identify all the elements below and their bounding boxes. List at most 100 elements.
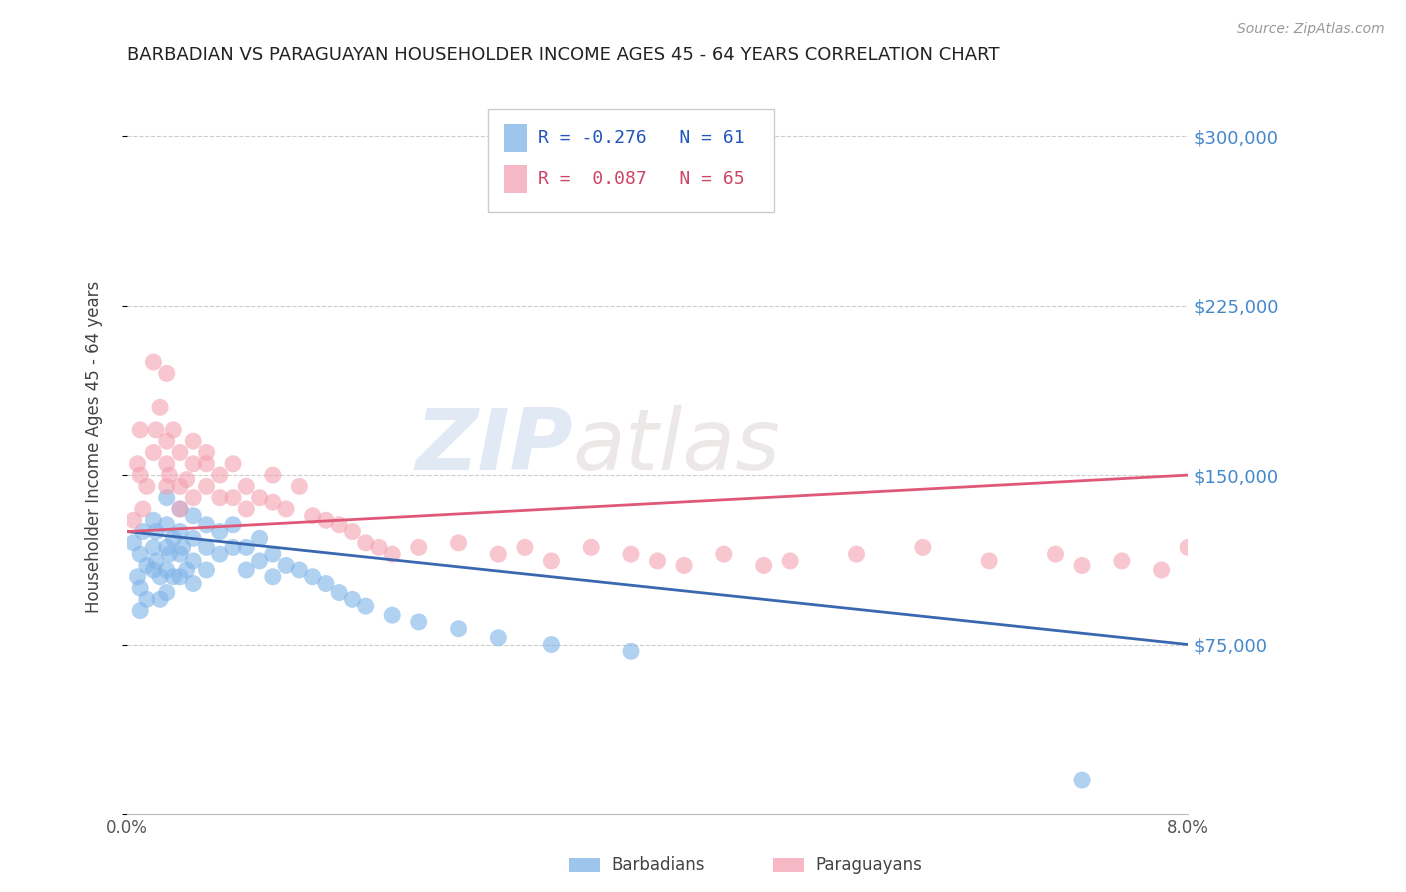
Point [142, 355, 165, 369]
Point [262, 495, 284, 509]
Point [342, 592, 364, 607]
Point [156, 434, 179, 449]
Point [156, 517, 179, 532]
Point [274, 502, 297, 516]
Point [195, 517, 218, 532]
Point [288, 479, 311, 493]
Point [249, 554, 271, 568]
Point [752, 558, 775, 573]
Point [620, 547, 643, 561]
Point [149, 592, 172, 607]
Point [222, 457, 245, 471]
Point [647, 554, 669, 568]
Text: BARBADIAN VS PARAGUAYAN HOUSEHOLDER INCOME AGES 45 - 64 YEARS CORRELATION CHART: BARBADIAN VS PARAGUAYAN HOUSEHOLDER INCO… [127, 46, 1000, 64]
Point [181, 508, 204, 523]
Point [274, 558, 297, 573]
Point [181, 576, 204, 591]
Point [540, 554, 562, 568]
Point [129, 604, 152, 618]
Point [156, 479, 179, 493]
Point [169, 524, 191, 539]
Text: R =  0.087   N = 65: R = 0.087 N = 65 [537, 169, 744, 188]
FancyBboxPatch shape [503, 165, 527, 193]
Point [1045, 547, 1067, 561]
Point [447, 622, 470, 636]
Point [149, 401, 172, 415]
Point [1204, 524, 1226, 539]
Point [195, 541, 218, 555]
Point [673, 558, 696, 573]
Point [195, 457, 218, 471]
Point [172, 541, 194, 555]
Point [156, 585, 179, 599]
Point [142, 563, 165, 577]
Point [408, 615, 430, 629]
Point [208, 491, 231, 505]
Point [1177, 541, 1199, 555]
Point [156, 541, 179, 555]
Point [208, 468, 231, 483]
Text: ZIP: ZIP [415, 405, 572, 488]
Text: R = -0.276   N = 61: R = -0.276 N = 61 [537, 129, 744, 147]
Point [195, 445, 218, 459]
Point [176, 563, 198, 577]
Point [142, 513, 165, 527]
Text: Barbadians: Barbadians [612, 856, 706, 874]
Point [156, 491, 179, 505]
Point [142, 445, 165, 459]
Point [156, 563, 179, 577]
Point [249, 532, 271, 546]
Point [181, 434, 204, 449]
Point [157, 547, 180, 561]
Point [979, 554, 1001, 568]
Point [1111, 554, 1133, 568]
Point [262, 547, 284, 561]
Point [381, 547, 404, 561]
Point [135, 479, 157, 493]
Point [354, 536, 377, 550]
Point [156, 457, 179, 471]
Point [620, 644, 643, 658]
Point [779, 554, 801, 568]
Point [911, 541, 934, 555]
Point [222, 491, 245, 505]
Point [579, 541, 602, 555]
Point [145, 554, 167, 568]
Point [208, 547, 231, 561]
Point [262, 468, 284, 483]
Point [288, 563, 311, 577]
Point [162, 423, 184, 437]
Point [513, 541, 536, 555]
Point [169, 547, 191, 561]
Point [328, 517, 350, 532]
Point [129, 581, 152, 595]
Text: Paraguayans: Paraguayans [815, 856, 922, 874]
Point [1071, 558, 1094, 573]
Point [122, 536, 145, 550]
Point [222, 517, 245, 532]
FancyBboxPatch shape [503, 125, 527, 153]
Point [169, 479, 191, 493]
Point [157, 468, 180, 483]
Point [235, 541, 257, 555]
Point [176, 473, 198, 487]
Point [540, 638, 562, 652]
Point [132, 524, 155, 539]
Point [195, 479, 218, 493]
Point [486, 547, 509, 561]
Point [845, 547, 868, 561]
Point [315, 576, 337, 591]
FancyBboxPatch shape [488, 109, 775, 211]
Point [122, 513, 145, 527]
Point [142, 541, 165, 555]
Point [127, 457, 149, 471]
Point [368, 541, 391, 555]
Point [447, 536, 470, 550]
Point [354, 599, 377, 614]
Point [156, 367, 179, 381]
Point [408, 541, 430, 555]
Point [208, 524, 231, 539]
Point [1071, 773, 1094, 788]
Point [169, 570, 191, 584]
Point [315, 513, 337, 527]
